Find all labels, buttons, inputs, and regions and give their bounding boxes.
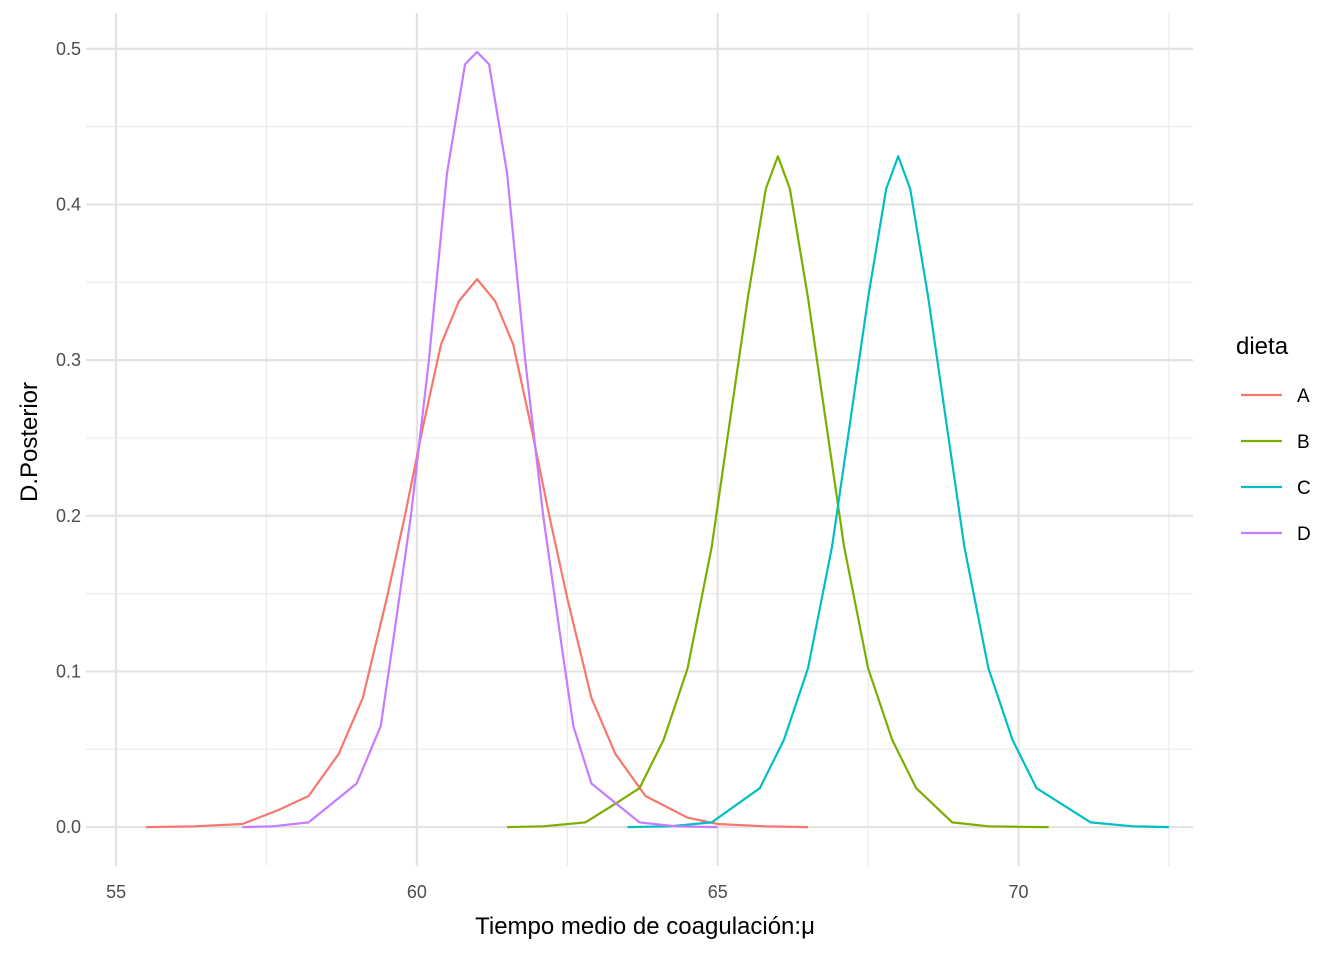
y-tick-label: 0.0: [56, 817, 81, 837]
legend-item-b: B: [1241, 432, 1310, 453]
legend-items: A B C D: [1241, 386, 1311, 545]
series-line-a: [146, 278, 809, 829]
y-axis-title: D.Posterior: [16, 382, 43, 502]
legend-item-d: D: [1241, 524, 1311, 545]
legend-item-c: C: [1241, 478, 1311, 499]
x-tick-label: 60: [407, 882, 427, 902]
density-curves: [146, 50, 1169, 829]
legend: dieta A B C D: [1236, 333, 1311, 545]
grid-lines: [86, 13, 1193, 866]
x-tick-label: 55: [106, 882, 126, 902]
legend-label: D: [1297, 524, 1311, 545]
y-tick-label: 0.4: [56, 194, 81, 214]
y-axis-tick-labels: 0.0 0.1 0.2 0.3 0.4 0.5: [56, 39, 81, 837]
y-tick-label: 0.3: [56, 350, 81, 370]
series-line-d: [242, 50, 718, 829]
x-tick-label: 65: [708, 882, 728, 902]
series-line-c: [627, 155, 1169, 829]
x-axis-title: Tiempo medio de coagulación:μ: [475, 913, 815, 940]
legend-label: C: [1297, 478, 1311, 499]
x-axis-tick-labels: 55 60 65 70: [106, 882, 1028, 902]
y-tick-label: 0.2: [56, 506, 81, 526]
legend-label: A: [1297, 386, 1310, 407]
legend-title: dieta: [1236, 333, 1289, 360]
y-tick-label: 0.1: [56, 661, 81, 681]
y-tick-label: 0.5: [56, 39, 81, 59]
legend-label: B: [1297, 432, 1310, 453]
legend-item-a: A: [1241, 386, 1310, 407]
x-tick-label: 70: [1009, 882, 1029, 902]
series-line-b: [507, 155, 1049, 829]
